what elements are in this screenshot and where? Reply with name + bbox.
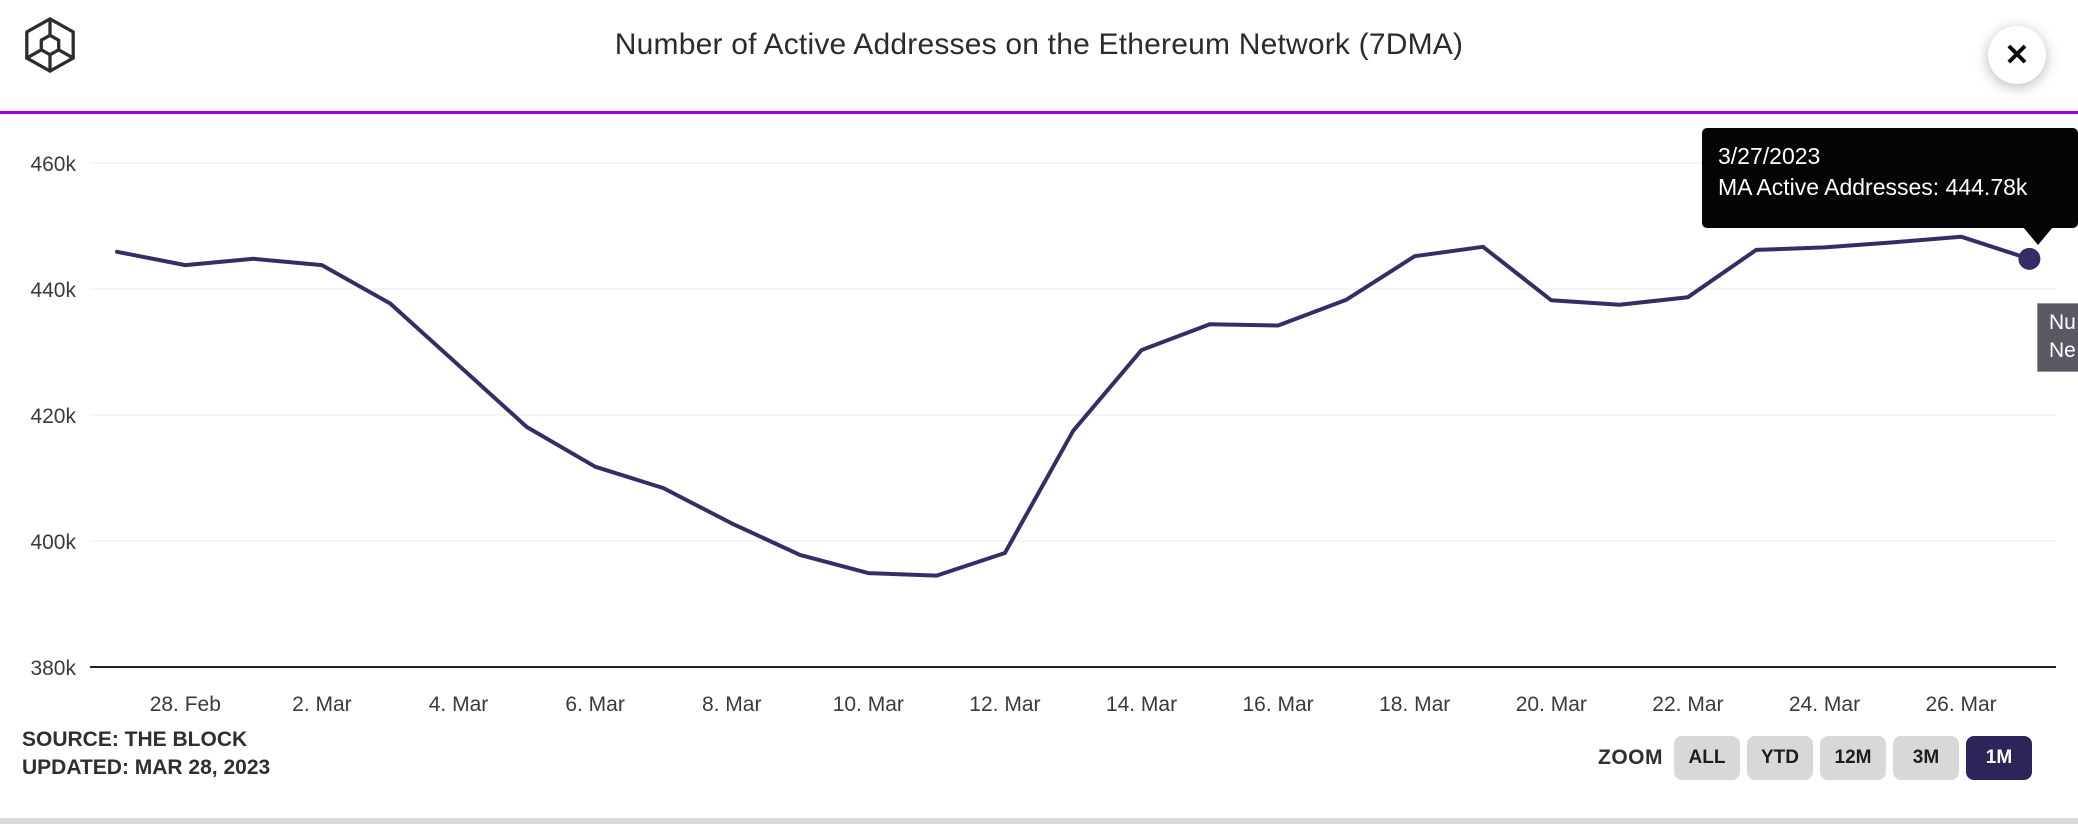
zoom-button-1m[interactable]: 1M	[1966, 736, 2032, 780]
clipped-line-2: Ne	[2049, 339, 2076, 362]
y-axis-label: 380k	[30, 657, 76, 680]
x-axis-label: 12. Mar	[969, 693, 1040, 716]
zoom-button-ytd[interactable]: YTD	[1747, 736, 1813, 780]
source-line: SOURCE: THE BLOCK	[22, 728, 248, 751]
zoom-button-all[interactable]: ALL	[1674, 736, 1740, 780]
close-icon: ✕	[2004, 38, 2030, 72]
x-axis-label: 14. Mar	[1106, 693, 1177, 716]
x-axis-label: 16. Mar	[1242, 693, 1313, 716]
x-axis-label: 18. Mar	[1379, 693, 1450, 716]
y-axis-label: 460k	[30, 153, 76, 176]
chart-title: Number of Active Addresses on the Ethere…	[614, 28, 1464, 61]
x-axis-label: 6. Mar	[565, 693, 625, 716]
x-axis-label: 20. Mar	[1516, 693, 1587, 716]
x-axis-label: 22. Mar	[1652, 693, 1723, 716]
clipped-line-1: Nu	[2049, 311, 2076, 334]
series-line[interactable]	[115, 234, 2032, 578]
accent-divider	[0, 111, 2078, 114]
x-axis-label: 8. Mar	[702, 693, 762, 716]
tooltip-value: MA Active Addresses: 444.78k	[1718, 174, 2028, 200]
clipped-series-label: Nu Ne	[2037, 303, 2078, 372]
highlighted-point-marker[interactable]	[2018, 247, 2041, 270]
zoom-range-selector: ZOOM ALL YTD 12M 3M 1M	[1598, 736, 2032, 780]
zoom-label: ZOOM	[1598, 746, 1663, 769]
zoom-button-12m[interactable]: 12M	[1820, 736, 1886, 780]
y-axis-label: 440k	[30, 279, 76, 302]
x-axis-label: 4. Mar	[429, 693, 489, 716]
y-axis-label: 420k	[30, 405, 76, 428]
tooltip-date: 3/27/2023	[1718, 143, 1821, 169]
bottom-divider	[0, 818, 2078, 824]
source-attribution: SOURCE: THE BLOCK UPDATED: MAR 28, 2023	[22, 726, 270, 782]
close-button[interactable]: ✕	[1988, 26, 2046, 84]
x-axis-label: 28. Feb	[150, 693, 221, 716]
y-axis-label: 400k	[30, 531, 76, 554]
updated-line: UPDATED: MAR 28, 2023	[22, 756, 271, 779]
x-axis-label: 24. Mar	[1789, 693, 1860, 716]
zoom-button-3m[interactable]: 3M	[1893, 736, 1959, 780]
x-axis-label: 2. Mar	[292, 693, 352, 716]
x-axis-label: 10. Mar	[833, 693, 904, 716]
chart-tooltip: 3/27/2023 MA Active Addresses: 444.78k	[1702, 128, 2078, 245]
x-axis-label: 26. Mar	[1925, 693, 1996, 716]
the-block-logo	[25, 17, 75, 73]
